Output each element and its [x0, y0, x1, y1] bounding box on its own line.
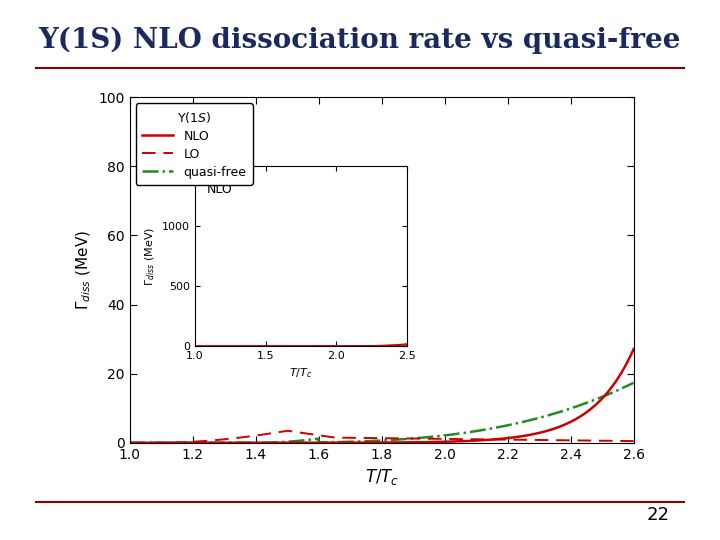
quasi-free	[522, 418, 531, 424]
Text: 22: 22	[647, 506, 670, 524]
Text: Y(1S) NLO dissociation rate vs quasi-free: Y(1S) NLO dissociation rate vs quasi-fre…	[39, 27, 681, 55]
quasi-free	[151, 440, 160, 446]
quasi-free	[125, 440, 134, 446]
LO	[125, 440, 134, 446]
NLO	[522, 432, 531, 438]
Line: quasi-free: quasi-free	[130, 383, 634, 443]
NLO	[614, 374, 623, 380]
X-axis label: $T/T_c$: $T/T_c$	[364, 467, 399, 487]
Legend: NLO, LO, quasi-free: NLO, LO, quasi-free	[136, 104, 253, 185]
NLO	[357, 440, 366, 446]
LO	[283, 428, 292, 434]
LO	[615, 437, 624, 444]
Line: LO: LO	[130, 431, 634, 443]
NLO	[629, 346, 638, 352]
quasi-free	[357, 438, 366, 444]
NLO	[615, 373, 624, 380]
quasi-free	[629, 380, 638, 386]
Line: NLO: NLO	[130, 349, 634, 443]
LO	[151, 440, 160, 446]
NLO	[151, 440, 160, 446]
NLO	[125, 440, 134, 446]
Y-axis label: $\Gamma_{diss}$ (MeV): $\Gamma_{diss}$ (MeV)	[74, 230, 93, 310]
LO	[371, 435, 379, 441]
quasi-free	[614, 387, 623, 393]
NLO	[370, 440, 379, 446]
LO	[629, 438, 638, 444]
quasi-free	[615, 387, 624, 393]
LO	[615, 437, 624, 444]
LO	[357, 435, 366, 441]
LO	[523, 437, 531, 443]
quasi-free	[370, 437, 379, 444]
